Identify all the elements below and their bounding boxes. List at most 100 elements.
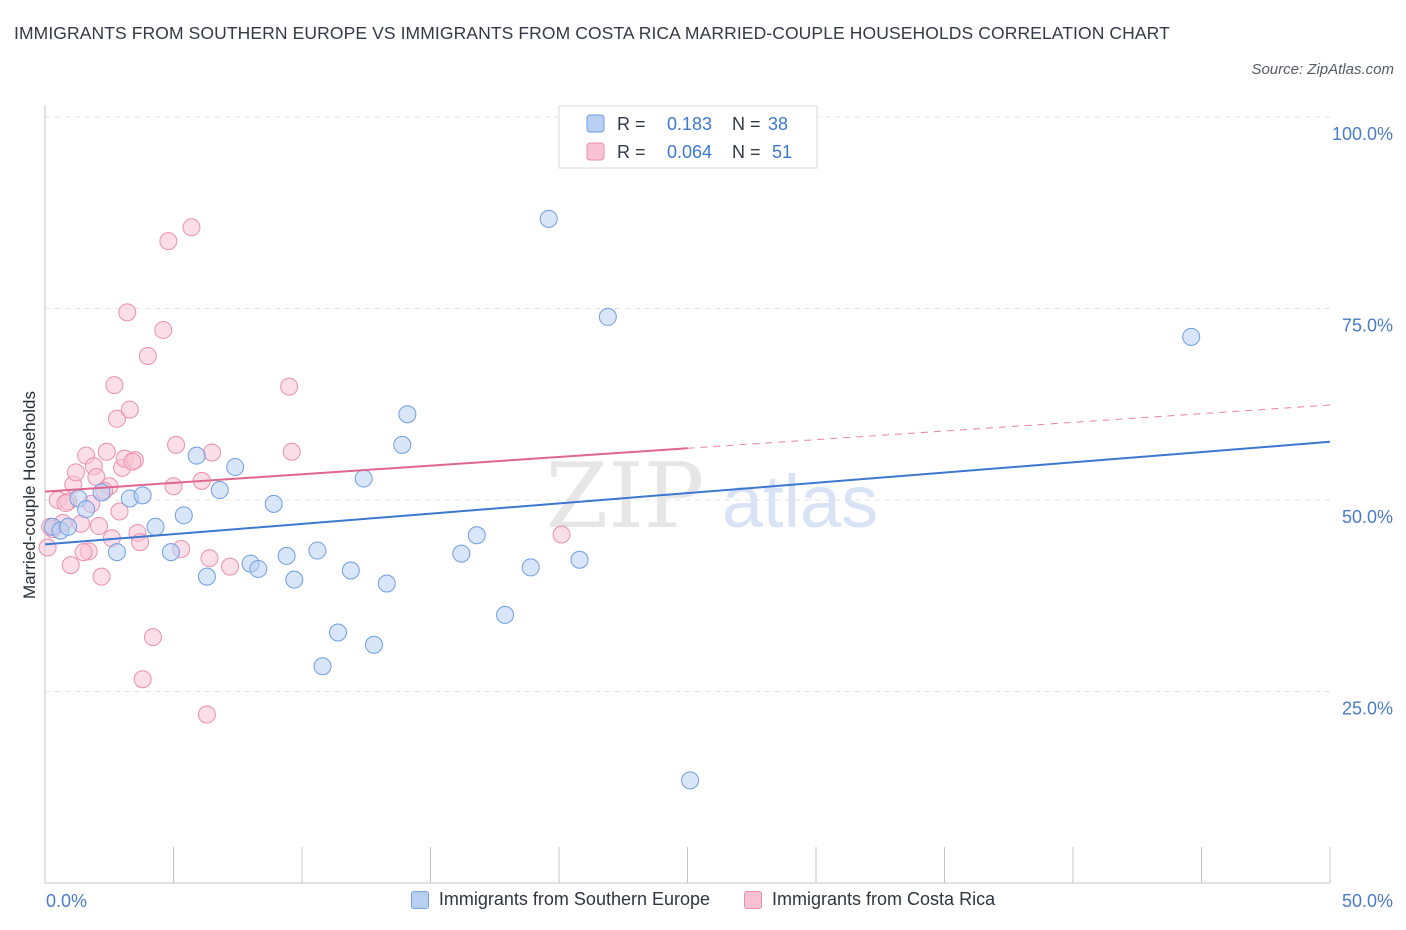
- stats-n-value: 38: [768, 114, 788, 134]
- data-point: [154, 320, 173, 339]
- data-point: [107, 543, 126, 562]
- data-point: [133, 670, 152, 689]
- legend-item-costa-rica[interactable]: Immigrants from Costa Rica: [744, 889, 995, 910]
- data-point: [174, 506, 193, 525]
- chart-title: IMMIGRANTS FROM SOUTHERN EUROPE VS IMMIG…: [14, 23, 1170, 43]
- data-point: [59, 517, 78, 536]
- data-point: [138, 346, 157, 365]
- data-point: [467, 526, 486, 545]
- data-point: [61, 556, 80, 575]
- stats-n-value: 51: [772, 142, 792, 162]
- axes: [44, 105, 1331, 884]
- data-point: [120, 400, 139, 419]
- y-tick-label: 25.0%: [1342, 699, 1393, 719]
- data-point: [197, 567, 216, 586]
- watermark-atlas: atlas: [722, 460, 878, 543]
- legend-item-southern-europe[interactable]: Immigrants from Southern Europe: [410, 889, 711, 910]
- legend-label: Immigrants from Southern Europe: [438, 889, 711, 909]
- data-point: [197, 705, 216, 724]
- data-point: [200, 549, 219, 568]
- data-point: [398, 405, 417, 424]
- data-point: [182, 218, 201, 237]
- x-tick-label-min: 0.0%: [46, 891, 88, 911]
- data-point: [280, 377, 299, 396]
- data-point: [77, 500, 96, 519]
- series-legend: Immigrants from Southern Europe Immigran…: [0, 889, 1406, 910]
- data-point: [1182, 327, 1201, 346]
- data-point: [354, 469, 373, 488]
- data-point: [133, 486, 152, 505]
- data-point: [226, 458, 245, 477]
- stats-legend: R = 0.183 N = 38 R = 0.064 N = 51: [558, 105, 818, 169]
- data-point: [496, 605, 515, 624]
- data-point: [377, 574, 396, 593]
- stats-swatch-blue: [586, 114, 605, 133]
- data-point: [221, 557, 240, 576]
- watermark-zip: ZIP: [546, 444, 705, 549]
- stats-r-label: R =: [617, 114, 646, 134]
- data-point: [364, 635, 383, 654]
- trend-line: [44, 447, 688, 493]
- data-point: [264, 494, 283, 513]
- y-tick-label: 75.0%: [1342, 316, 1393, 336]
- data-point: [161, 543, 180, 562]
- stats-r-label: R =: [617, 142, 646, 162]
- trend-line: [44, 440, 1331, 546]
- data-point: [164, 477, 183, 496]
- data-point: [146, 517, 165, 536]
- data-point: [308, 541, 327, 560]
- data-point: [313, 657, 332, 676]
- data-point: [110, 502, 129, 521]
- data-point: [285, 570, 304, 589]
- data-point: [143, 628, 162, 647]
- data-point: [38, 538, 57, 557]
- data-point: [393, 435, 412, 454]
- data-point: [277, 546, 296, 565]
- grid-lines: [45, 116, 1330, 692]
- data-point: [159, 232, 178, 251]
- data-point: [570, 550, 589, 569]
- trend-line-extension: [687, 404, 1331, 449]
- stats-swatch-pink: [586, 142, 605, 161]
- series-costa-rica-points: [38, 218, 571, 724]
- x-tick-label-max: 50.0%: [1341, 891, 1393, 911]
- legend-swatch-pink: [744, 890, 763, 909]
- data-point: [92, 567, 111, 586]
- stats-r-value: 0.064: [667, 142, 712, 162]
- data-point: [187, 446, 206, 465]
- data-point: [452, 544, 471, 563]
- stats-n-label: N =: [732, 114, 761, 134]
- data-point: [167, 435, 186, 454]
- data-point: [123, 452, 142, 471]
- data-point: [249, 559, 268, 578]
- data-point: [282, 442, 301, 461]
- data-point: [203, 443, 222, 462]
- data-point: [521, 558, 540, 577]
- data-point: [552, 525, 571, 544]
- y-tick-label: 100.0%: [1332, 124, 1393, 144]
- source-label: Source: ZipAtlas.com: [1251, 61, 1394, 78]
- series-southern-europe-points: [43, 209, 1201, 790]
- data-point: [105, 376, 124, 395]
- data-point: [681, 771, 700, 790]
- data-point: [341, 561, 360, 580]
- data-point: [539, 209, 558, 228]
- data-point: [74, 543, 93, 562]
- legend-label: Immigrants from Costa Rica: [772, 889, 996, 909]
- trend-lines: [44, 404, 1331, 546]
- data-point: [328, 623, 347, 642]
- stats-r-value: 0.183: [667, 114, 712, 134]
- legend-swatch-blue: [410, 890, 429, 909]
- data-point: [97, 442, 116, 461]
- data-point: [107, 409, 126, 428]
- data-point: [118, 303, 137, 322]
- stats-n-label: N =: [732, 142, 761, 162]
- data-point: [66, 463, 85, 482]
- y-tick-label: 50.0%: [1342, 507, 1393, 527]
- data-point: [598, 307, 617, 326]
- data-point: [89, 517, 108, 536]
- y-axis-label: Married-couple Households: [20, 391, 39, 599]
- data-point: [210, 481, 229, 500]
- y-tick-labels: 25.0% 50.0% 75.0% 100.0%: [1332, 124, 1393, 719]
